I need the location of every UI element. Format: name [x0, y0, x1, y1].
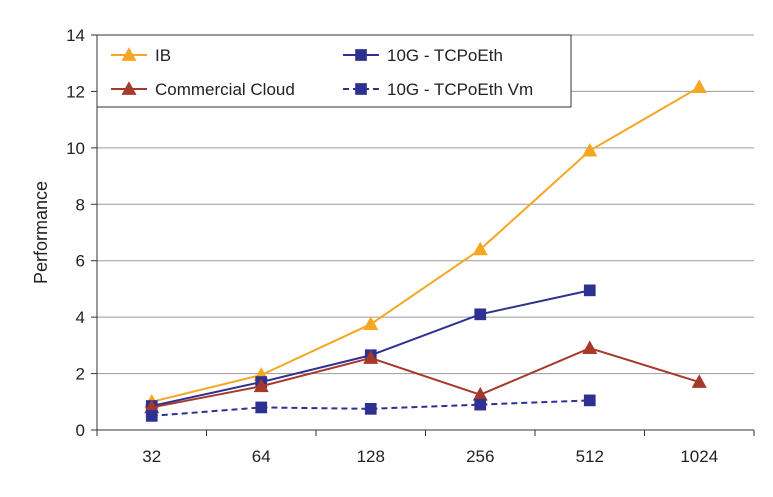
series-line [151, 399, 590, 417]
data-point [255, 401, 268, 414]
y-tick-label: 0 [76, 421, 85, 440]
y-tick-label: 8 [76, 195, 85, 214]
legend-box [96, 34, 572, 108]
data-point [364, 402, 377, 415]
data-point [253, 378, 269, 393]
legend-swatch-marker [121, 81, 137, 95]
data-point [583, 394, 596, 407]
data-point [145, 410, 158, 422]
legend: IB 10G - TCPoEth Commercial Cloud 10G - TCP… [96, 34, 572, 108]
data-point [474, 398, 487, 411]
legend-label: Commercial Cloud [155, 80, 295, 99]
x-tick-labels: 32 64 128 256 512 1024 [142, 447, 718, 466]
legend-swatch-marker [355, 49, 367, 61]
x-tick-label: 512 [576, 447, 604, 466]
data-point [691, 79, 707, 94]
series-commercial-cloud [144, 340, 707, 414]
legend-label: 10G - TCPoEth [387, 46, 503, 65]
x-tick-label: 64 [252, 447, 271, 466]
y-tick-label: 12 [66, 82, 85, 101]
legend-label: 10G - TCPoEth Vm [387, 80, 533, 99]
x-tick-label: 256 [466, 447, 494, 466]
x-tick-label: 128 [357, 447, 385, 466]
data-point [363, 316, 379, 331]
y-tick-label: 10 [66, 139, 85, 158]
y-tick-label: 14 [66, 26, 85, 45]
legend-label: IB [155, 46, 171, 65]
x-tick-label: 1024 [680, 447, 718, 466]
y-tick-label: 4 [76, 308, 85, 327]
data-point [144, 399, 160, 414]
data-point [472, 386, 488, 401]
data-point [691, 374, 707, 388]
y-tick-labels: 0 2 4 6 8 10 12 14 [66, 26, 85, 440]
data-point [582, 142, 598, 157]
axes [91, 34, 755, 436]
legend-item: IB [111, 46, 171, 65]
data-point [472, 241, 488, 256]
legend-swatch-marker [355, 83, 367, 95]
legend-swatch-marker [121, 47, 137, 61]
y-tick-label: 6 [76, 252, 85, 271]
series-line [151, 86, 700, 403]
series-10g-tcpoeth [145, 284, 596, 412]
y-tick-label: 2 [76, 365, 85, 384]
legend-item: 10G - TCPoEth [343, 46, 503, 65]
data-point [583, 284, 596, 297]
series-group [144, 79, 707, 422]
data-point [474, 308, 487, 321]
x-tick-label: 32 [142, 447, 161, 466]
legend-item: 10G - TCPoEth Vm [343, 80, 533, 99]
legend-item: Commercial Cloud [111, 80, 295, 99]
series-10g-tcpoeth-vm [145, 394, 596, 422]
series-line [151, 289, 590, 407]
y-axis-title: Performance [31, 181, 51, 284]
data-point [363, 350, 379, 364]
data-point [582, 340, 598, 355]
series-line [151, 347, 700, 409]
